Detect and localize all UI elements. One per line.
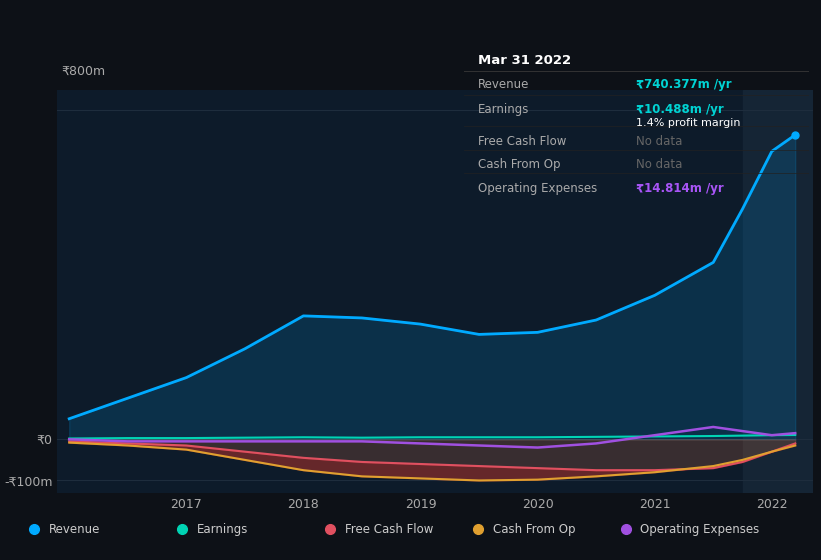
Text: Cash From Op: Cash From Op: [478, 158, 560, 171]
Text: Mar 31 2022: Mar 31 2022: [478, 54, 571, 67]
Text: Cash From Op: Cash From Op: [493, 522, 575, 536]
Text: Free Cash Flow: Free Cash Flow: [478, 135, 566, 148]
Text: Earnings: Earnings: [197, 522, 249, 536]
Text: Free Cash Flow: Free Cash Flow: [345, 522, 433, 536]
Text: Revenue: Revenue: [49, 522, 101, 536]
Text: Operating Expenses: Operating Expenses: [640, 522, 759, 536]
Text: ₹800m: ₹800m: [62, 64, 105, 77]
Text: Operating Expenses: Operating Expenses: [478, 182, 597, 195]
Text: Revenue: Revenue: [478, 77, 529, 91]
Text: No data: No data: [636, 135, 682, 148]
Text: Earnings: Earnings: [478, 103, 529, 116]
Text: ₹10.488m /yr: ₹10.488m /yr: [636, 103, 724, 116]
Text: No data: No data: [636, 158, 682, 171]
Text: 1.4% profit margin: 1.4% profit margin: [636, 118, 741, 128]
Text: ₹14.814m /yr: ₹14.814m /yr: [636, 182, 724, 195]
Text: ₹740.377m /yr: ₹740.377m /yr: [636, 77, 732, 91]
Bar: [742, 90, 813, 493]
